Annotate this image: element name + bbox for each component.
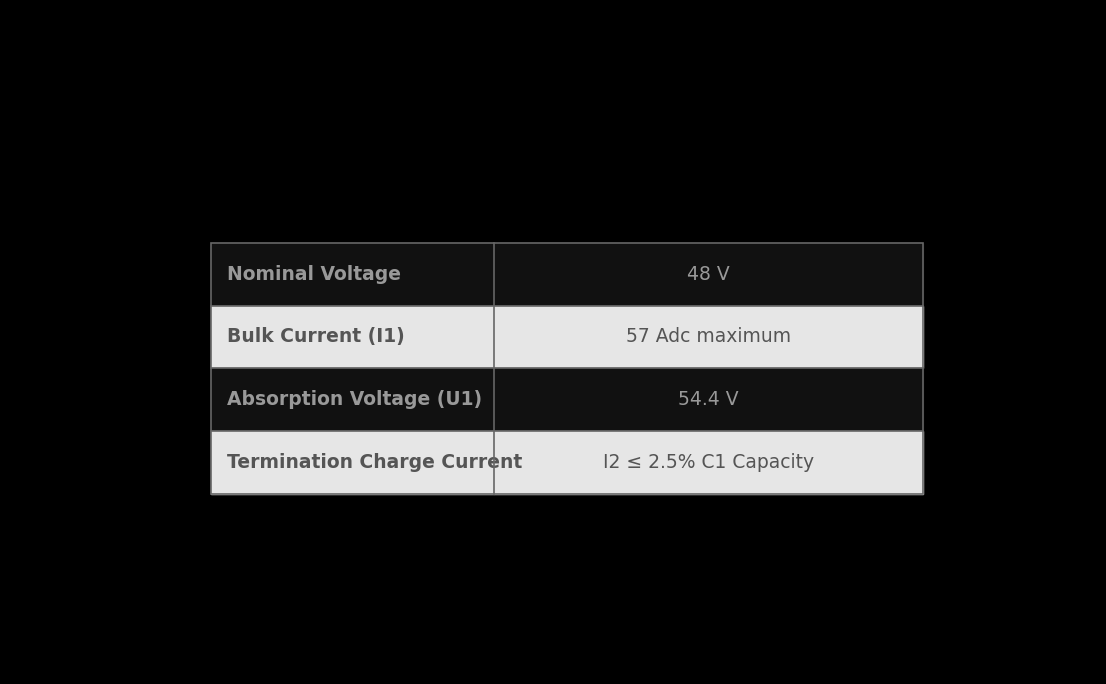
Text: 57 Adc maximum: 57 Adc maximum	[626, 328, 791, 346]
Bar	[494, 243, 922, 306]
Bar	[494, 431, 922, 494]
Text: 54.4 V: 54.4 V	[678, 391, 739, 409]
Bar	[211, 306, 494, 368]
Bar	[494, 368, 922, 431]
Bar	[211, 431, 494, 494]
Text: Absorption Voltage (U1): Absorption Voltage (U1)	[227, 391, 481, 409]
Text: Nominal Voltage: Nominal Voltage	[227, 265, 400, 284]
Bar	[211, 368, 494, 431]
Text: I2 ≤ 2.5% C1 Capacity: I2 ≤ 2.5% C1 Capacity	[603, 453, 814, 472]
Bar	[494, 306, 922, 368]
Text: Bulk Current (I1): Bulk Current (I1)	[227, 328, 405, 346]
Bar	[211, 243, 494, 306]
Bar	[211, 243, 922, 494]
Text: 48 V: 48 V	[687, 265, 730, 284]
Text: Termination Charge Current: Termination Charge Current	[227, 453, 522, 472]
